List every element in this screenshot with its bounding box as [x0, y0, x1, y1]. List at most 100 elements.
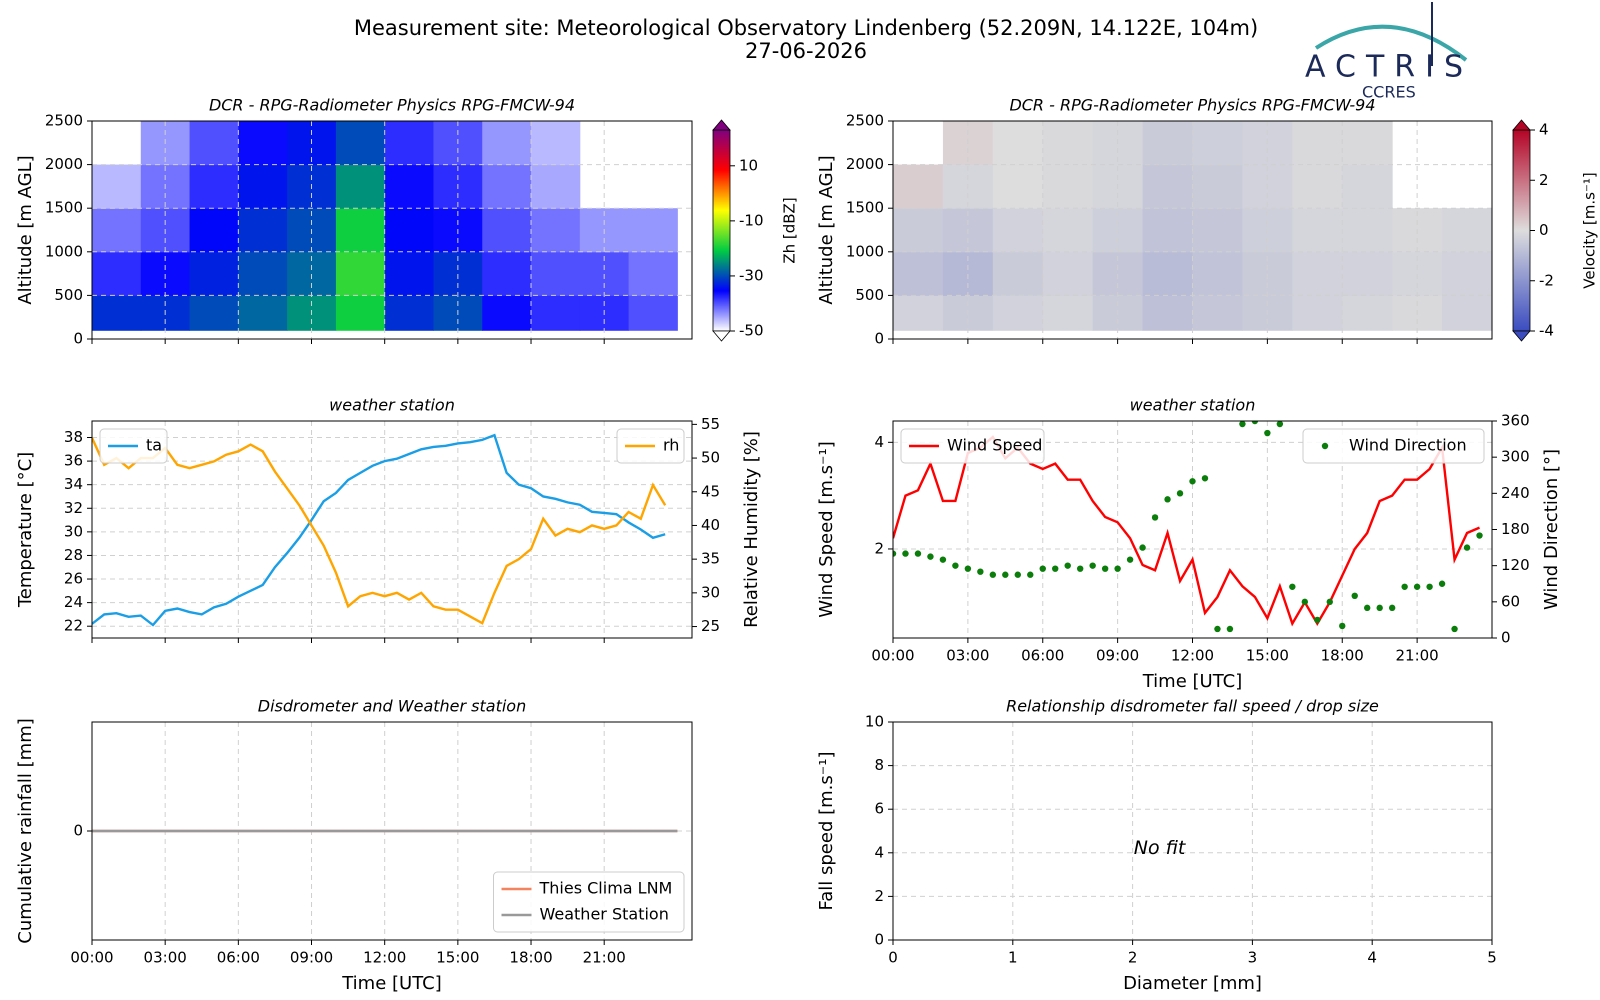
x-axis-label: Time [UTC] — [341, 973, 442, 994]
y2-tick-label: 25 — [701, 617, 720, 635]
panel-title: DCR - RPG-Radiometer Physics RPG-FMCW-94 — [209, 96, 575, 115]
y-tick-label: 6 — [874, 800, 884, 818]
y-tick-label: 34 — [64, 475, 83, 493]
marker — [1239, 421, 1246, 428]
annotation: No fit — [1134, 837, 1187, 859]
marker — [1039, 565, 1046, 572]
y-tick-label: 2000 — [45, 155, 83, 173]
heatmap-cell — [189, 295, 239, 331]
marker — [1076, 565, 1084, 572]
y-tick-label: 1000 — [846, 242, 884, 260]
heatmap-cell — [92, 208, 142, 253]
x-tick-label: 03:00 — [144, 949, 187, 967]
line — [92, 437, 667, 625]
heatmap-cell — [384, 251, 434, 296]
x-tick-label: 09:00 — [1096, 647, 1139, 665]
y-tick-label: 26 — [64, 570, 83, 588]
panel: 22 24 26 28 30 32 34 36 38 25 30 35 40 45 50 55 ta rh weat… — [15, 396, 762, 643]
marker — [1101, 565, 1109, 572]
colorbar-tick-label: -30 — [739, 266, 764, 284]
x-tick-label: 18:00 — [509, 949, 552, 967]
heatmap-cell — [1192, 164, 1243, 209]
marker — [1027, 571, 1034, 578]
y2-tick-label: 55 — [701, 415, 720, 433]
heatmap-cell — [1142, 295, 1193, 331]
legend: ta — [99, 428, 168, 464]
plot-frame — [892, 721, 1493, 941]
marker — [952, 562, 959, 569]
y-tick-label: 2500 — [45, 112, 83, 130]
x-tick-label: 1 — [1008, 949, 1018, 967]
heatmap-cell — [384, 164, 434, 209]
logo-text: ACTRIS — [1305, 50, 1473, 85]
legend-box — [1302, 428, 1485, 464]
heatmap-cell — [1192, 295, 1243, 331]
heatmap-cell — [384, 208, 434, 253]
heatmap-cell — [893, 251, 944, 296]
logo-subtext: CCRES — [1362, 83, 1416, 102]
heatmap-cell — [1142, 121, 1193, 166]
heatmap-cell — [1292, 208, 1343, 253]
legend-box — [900, 428, 1045, 464]
y2-tick-label: 120 — [1501, 556, 1530, 574]
heatmap-cell — [893, 208, 944, 253]
legend: Wind Speed — [900, 428, 1045, 464]
line — [92, 433, 666, 627]
y-tick-label: 10 — [865, 713, 884, 731]
heatmap-cell — [189, 208, 239, 253]
y2-tick-label: 180 — [1501, 520, 1530, 538]
marker — [1151, 514, 1159, 521]
x-tick-label: 2 — [1128, 949, 1138, 967]
heatmap-cell — [531, 295, 581, 331]
panel: 00:00 03:00 06:00 09:00 12:00 15:00 18:00 21:00… — [816, 396, 1562, 693]
marker — [989, 571, 997, 578]
heatmap-cell — [1292, 164, 1343, 209]
panel: -50 -30 -10 10 Zh [dBZ] 0 500 1000 1500 2000 2500 D… — [15, 96, 799, 348]
heatmap-cell — [1042, 208, 1094, 253]
marker — [1426, 583, 1433, 590]
logo: ACTRIS CCRES — [1305, 2, 1473, 102]
x-tick-label: 12:00 — [1171, 647, 1214, 665]
marker — [1314, 616, 1321, 624]
marker — [1189, 478, 1196, 485]
legend-label: Weather Station — [540, 905, 669, 924]
x-tick-label: 5 — [1487, 949, 1497, 967]
heatmap-cell — [1342, 295, 1393, 331]
x-tick-label: 21:00 — [583, 949, 626, 967]
heatmap-cell — [531, 121, 581, 166]
y2-tick-label: 0 — [1501, 629, 1511, 647]
heatmap-cell — [1442, 295, 1492, 331]
heatmap-cell — [1342, 208, 1393, 253]
marker — [927, 553, 934, 560]
heatmap-cell — [1192, 251, 1243, 296]
legend: Wind Direction — [1302, 428, 1485, 464]
y-tick-label: 0 — [874, 931, 884, 949]
colorbar-tick-label: 10 — [739, 156, 758, 174]
plot-area — [92, 421, 692, 638]
legend-label: Wind Speed — [947, 436, 1042, 455]
heatmap-cell — [628, 295, 678, 331]
plot-frame — [91, 120, 693, 340]
heatmap-cell — [1192, 121, 1243, 166]
heatmap-cell — [92, 251, 142, 296]
heatmap-cell — [531, 164, 581, 209]
x-tick-label: 00:00 — [70, 949, 113, 967]
y-axis-label: Cumulative rainfall [mm] — [15, 718, 36, 944]
y2-tick-label: 60 — [1501, 592, 1520, 610]
y-tick-label: 0 — [73, 822, 83, 840]
y-axis-label: Altitude [m AGL] — [816, 155, 837, 304]
heatmap-cell — [482, 164, 532, 209]
colorbar-label: Zh [dBZ] — [781, 197, 799, 263]
y-axis-label: Temperature [°C] — [15, 452, 36, 608]
colorbar-tick-label: 0 — [1539, 221, 1549, 239]
heatmap-cell — [1442, 251, 1492, 296]
marker — [1413, 583, 1421, 590]
heatmap-cell — [1192, 208, 1243, 253]
heatmap-cell — [992, 251, 1044, 296]
heatmap-cell — [1292, 121, 1343, 166]
x-tick-label: 18:00 — [1321, 647, 1364, 665]
colorbar-extend — [712, 330, 731, 342]
marker — [1126, 556, 1134, 563]
y-tick-label: 4 — [874, 433, 884, 451]
marker — [1276, 421, 1284, 428]
